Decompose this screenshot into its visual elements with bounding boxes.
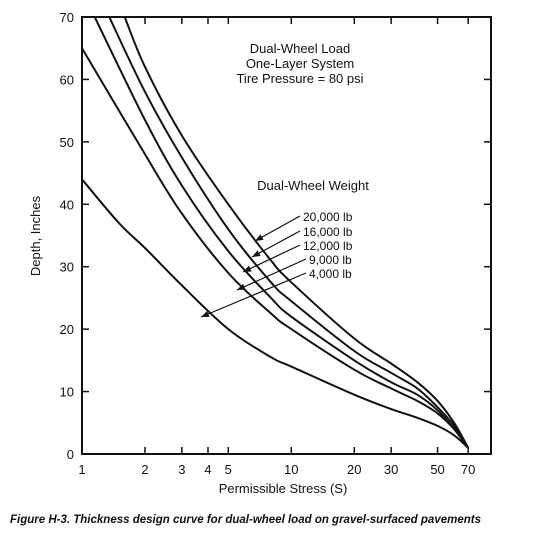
x-tick-label: 20 xyxy=(347,462,361,477)
y-tick-label: 0 xyxy=(67,447,74,462)
series-arrow-3 xyxy=(242,244,301,273)
curves xyxy=(81,16,470,449)
series-arrow-4 xyxy=(236,258,307,291)
x-tick-label: 10 xyxy=(284,462,298,477)
chart-title-line-3: Tire Pressure = 80 psi xyxy=(236,71,363,86)
series-arrow-5 xyxy=(200,272,307,318)
series-label-4000: 4,000 lb xyxy=(309,267,352,281)
y-axis-ticks: 0 10 20 30 40 50 60 70 xyxy=(60,10,491,462)
x-tick-label: 30 xyxy=(384,462,398,477)
x-tick-label: 4 xyxy=(204,462,211,477)
series-label-9000: 9,000 lb xyxy=(309,253,352,267)
y-tick-label: 60 xyxy=(60,72,74,87)
x-tick-label: 70 xyxy=(461,462,475,477)
series-curve-3 xyxy=(93,16,470,449)
y-tick-label: 20 xyxy=(60,322,74,337)
chart: 0 10 20 30 40 50 60 70 1 2 3 4 5 10 20 30 50 70 Dual-Whe… xyxy=(28,10,492,496)
series-label-20000: 20,000 lb xyxy=(303,210,353,224)
series-label-12000: 12,000 lb xyxy=(303,239,353,253)
x-tick-label: 5 xyxy=(225,462,232,477)
series-label-16000: 16,000 lb xyxy=(303,225,353,239)
chart-title-line-2: One-Layer System xyxy=(246,56,354,71)
series-arrows xyxy=(200,215,307,318)
x-tick-label: 1 xyxy=(78,462,85,477)
x-tick-label: 3 xyxy=(178,462,185,477)
y-tick-label: 40 xyxy=(60,197,74,212)
series-curve-5 xyxy=(81,178,469,449)
y-tick-label: 10 xyxy=(60,385,74,400)
x-tick-label: 50 xyxy=(430,462,444,477)
y-tick-label: 50 xyxy=(60,135,74,150)
y-axis-title: Depth, Inches xyxy=(28,195,43,276)
y-tick-label: 30 xyxy=(60,260,74,275)
x-axis-title: Permissible Stress (S) xyxy=(219,481,348,496)
figure-caption: Figure H-3. Thickness design curve for d… xyxy=(10,514,481,526)
legend-title: Dual-Wheel Weight xyxy=(257,178,369,193)
series-curve-4 xyxy=(81,47,470,449)
chart-title-line-1: Dual-Wheel Load xyxy=(250,41,350,56)
series-arrow-1 xyxy=(254,215,301,242)
y-tick-label: 70 xyxy=(60,10,74,25)
series-curve-1 xyxy=(123,16,470,449)
x-tick-label: 2 xyxy=(141,462,148,477)
series-curve-2 xyxy=(108,16,470,449)
x-axis-ticks: 1 2 3 4 5 10 20 30 50 70 xyxy=(78,17,475,477)
plot-frame xyxy=(81,16,492,455)
series-arrow-2 xyxy=(251,230,301,258)
